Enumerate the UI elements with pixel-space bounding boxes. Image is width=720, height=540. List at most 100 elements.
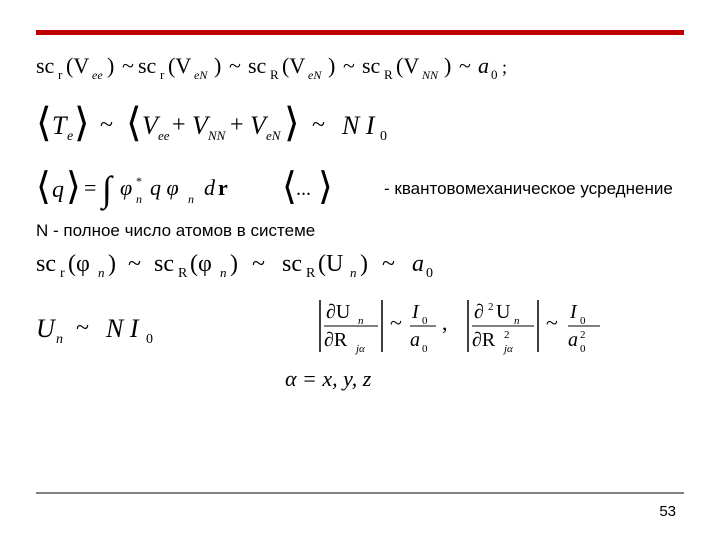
svg-text:n: n xyxy=(350,265,357,280)
svg-text:(φ: (φ xyxy=(190,251,212,277)
equation-Te-avg: ⟨ T e ⟩ ~ ⟨ V ee + V NN + V eN ⟩ ~ N I 0 xyxy=(36,98,684,159)
equation-sc-phi: sc r (φ n ) ~ sc R (φ n ) ~ sc R (U n ) … xyxy=(36,243,684,290)
svg-text:0: 0 xyxy=(422,315,428,327)
svg-text:a: a xyxy=(478,53,489,78)
equation-Un: U n ~ N I 0 xyxy=(36,307,226,351)
svg-text:φ: φ xyxy=(120,175,132,200)
svg-text:0: 0 xyxy=(491,67,498,82)
svg-text:): ) xyxy=(107,53,114,78)
svg-text:): ) xyxy=(214,53,221,78)
svg-text:∂: ∂ xyxy=(474,301,484,323)
svg-text:sc: sc xyxy=(154,251,174,277)
svg-text:0: 0 xyxy=(580,315,586,327)
equation-alpha: α = x, y, z xyxy=(36,364,684,399)
svg-text:~: ~ xyxy=(343,53,355,78)
svg-text:N I: N I xyxy=(341,111,376,140)
svg-text:sc: sc xyxy=(138,53,157,78)
svg-text:R: R xyxy=(306,266,316,281)
svg-text:r: r xyxy=(58,67,63,82)
svg-text:NN: NN xyxy=(421,68,439,82)
svg-text:~: ~ xyxy=(382,251,395,277)
svg-text:∂R: ∂R xyxy=(472,329,496,351)
svg-text:q φ: q φ xyxy=(150,175,179,200)
svg-text:∂U: ∂U xyxy=(326,301,351,323)
svg-text:r: r xyxy=(160,67,165,82)
svg-text:;: ; xyxy=(502,57,507,77)
svg-text:r: r xyxy=(218,175,228,200)
svg-text:n: n xyxy=(56,332,63,347)
svg-text:*: * xyxy=(136,174,142,188)
svg-text:⟩: ⟩ xyxy=(318,166,333,208)
svg-text:sc: sc xyxy=(248,53,267,78)
slide-root: sc r (V ee ) ~ sc r (V eN ) ~ sc R (V eN… xyxy=(0,0,720,540)
svg-text:r: r xyxy=(60,266,65,281)
svg-text:⟨: ⟨ xyxy=(36,166,51,208)
svg-text:): ) xyxy=(328,53,335,78)
svg-text:n: n xyxy=(188,192,194,206)
svg-text:sc: sc xyxy=(282,251,302,277)
svg-text:U: U xyxy=(496,301,511,323)
svg-text:sc: sc xyxy=(36,53,55,78)
svg-text:2: 2 xyxy=(488,301,494,313)
svg-text:+: + xyxy=(172,112,186,138)
svg-text:a: a xyxy=(568,329,578,351)
svg-text:jα: jα xyxy=(502,343,513,355)
svg-text:2: 2 xyxy=(504,329,510,341)
svg-text:(φ: (φ xyxy=(68,251,90,277)
svg-text:~: ~ xyxy=(252,251,265,277)
svg-text:): ) xyxy=(230,251,238,277)
svg-text:0: 0 xyxy=(380,129,387,144)
bottom-rule xyxy=(36,492,684,494)
svg-text:R: R xyxy=(384,67,393,82)
svg-text:N I: N I xyxy=(105,314,140,343)
svg-text:~: ~ xyxy=(122,53,134,78)
row-q-avg: ⟨ q ⟩ = ∫ φ * n q φ n d r ⟨ ... ⟩ - кван… xyxy=(36,163,684,215)
svg-text:d: d xyxy=(204,175,216,200)
svg-text:~: ~ xyxy=(100,112,113,138)
svg-text:⟨: ⟨ xyxy=(36,100,52,145)
svg-text:∂R: ∂R xyxy=(324,329,348,351)
svg-text:): ) xyxy=(108,251,116,277)
svg-text:U: U xyxy=(36,314,57,343)
svg-text:⟩: ⟩ xyxy=(66,166,81,208)
svg-text:): ) xyxy=(444,53,451,78)
note-N-atoms: N - полное число атомов в системе xyxy=(36,221,336,241)
top-rule xyxy=(36,30,684,35)
svg-text:+: + xyxy=(230,112,244,138)
svg-text:eN: eN xyxy=(308,68,322,82)
svg-text:eN: eN xyxy=(194,68,208,82)
svg-text:ee: ee xyxy=(92,68,103,82)
svg-text:n: n xyxy=(98,265,105,280)
svg-text:n: n xyxy=(514,315,520,327)
svg-text:⟩: ⟩ xyxy=(284,100,300,145)
svg-text:...: ... xyxy=(296,178,311,200)
page-number: 53 xyxy=(659,503,676,520)
svg-text:e: e xyxy=(67,129,73,144)
svg-text:(V: (V xyxy=(282,53,305,78)
svg-text:⟨: ⟨ xyxy=(126,100,142,145)
svg-text:α = x, y, z: α = x, y, z xyxy=(285,366,372,391)
svg-text:⟨: ⟨ xyxy=(282,166,297,208)
svg-text:R: R xyxy=(178,266,188,281)
row-Un-derivs: U n ~ N I 0 ∂U n ∂R jα ~ I 0 a xyxy=(36,294,684,364)
svg-text:sc: sc xyxy=(362,53,381,78)
svg-text:I: I xyxy=(411,301,420,323)
svg-text:⟩: ⟩ xyxy=(74,100,90,145)
svg-text:~: ~ xyxy=(459,53,471,78)
svg-text:n: n xyxy=(136,192,142,206)
svg-text:eN: eN xyxy=(266,128,282,143)
svg-text:n: n xyxy=(220,265,227,280)
svg-text:=: = xyxy=(84,175,96,200)
svg-text:n: n xyxy=(358,315,364,327)
svg-text:0: 0 xyxy=(580,343,586,355)
svg-text:,: , xyxy=(442,310,448,335)
svg-text:NN: NN xyxy=(207,128,227,143)
svg-text:q: q xyxy=(52,177,64,203)
svg-text:~: ~ xyxy=(546,310,558,335)
svg-text:(U: (U xyxy=(318,251,343,277)
svg-text:(V: (V xyxy=(168,53,191,78)
svg-text:2: 2 xyxy=(580,329,586,341)
svg-text:~: ~ xyxy=(76,315,89,341)
svg-text:~: ~ xyxy=(229,53,241,78)
note-qm-averaging: - квантовомеханическое усреднение xyxy=(384,179,673,199)
